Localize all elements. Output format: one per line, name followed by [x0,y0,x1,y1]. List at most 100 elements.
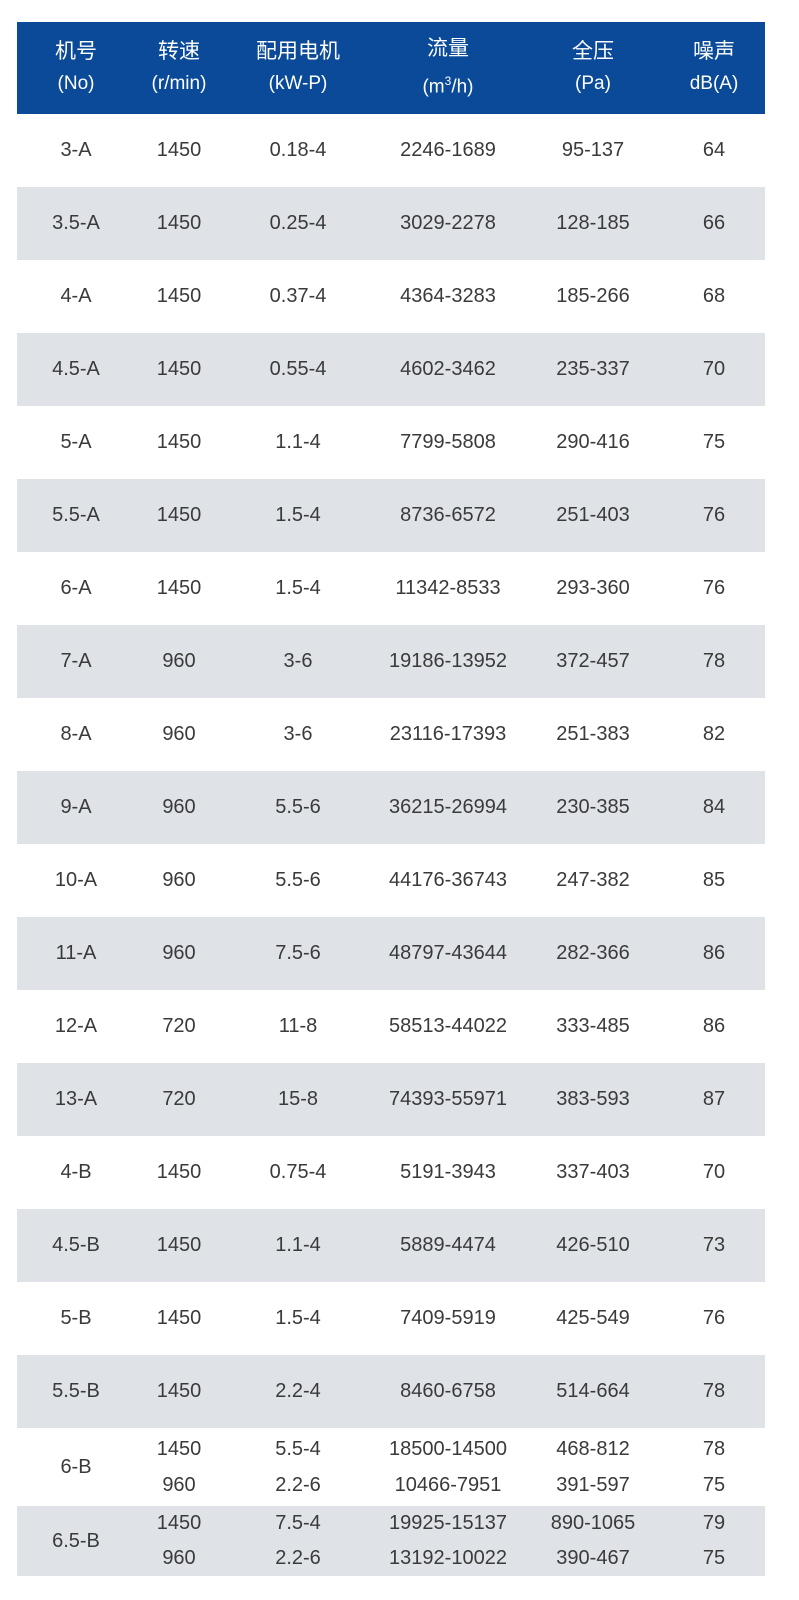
cell-pressure: 293-360 [556,577,630,599]
cell-flow: 3029-2278 [373,187,523,260]
cell-flow: 7409-5919 [400,1307,496,1329]
cell-speed: 720 [162,1015,196,1037]
table-row: 3-A 1450 0.18-4 2246-1689 95-137 64 [17,114,765,187]
cell-speed: 960 [162,869,196,891]
cell-line: 1450 [156,1512,202,1534]
cell-flow: 18500-14500 10466-7951 [373,1428,523,1506]
cell-motor: 1.1-4 [275,431,321,453]
cell-line: 13192-10022 [389,1547,507,1569]
cell-speed: 1450 960 [135,1506,223,1576]
cell-flow: 7799-5808 [400,431,496,453]
cell-pressure: 425-549 [556,1307,630,1329]
cell-flow: 8736-6572 [373,479,523,552]
cell-line: 2.2-6 [275,1547,321,1569]
cell-model-no: 5-A [60,431,92,453]
cell-motor: 5.5-4 2.2-6 [223,1428,373,1506]
cell-noise: 86 [663,917,765,990]
cell-flow: 44176-36743 [389,869,507,891]
cell-pressure: 426-510 [523,1209,663,1282]
cell-pressure: 251-403 [523,479,663,552]
cell-flow: 23116-17393 [389,723,507,745]
cell-motor: 0.75-4 [269,1161,327,1183]
table-row: 8-A 960 3-6 23116-17393 251-383 82 [17,698,765,771]
table-row: 11-A 960 7.5-6 48797-43644 282-366 86 [17,917,765,990]
cell-motor: 3-6 [223,625,373,698]
col-header-motor: 配用电机 (kW-P) [223,22,373,114]
cell-noise: 86 [702,1015,726,1037]
cell-model-no: 13-A [17,1063,135,1136]
cell-noise: 66 [663,187,765,260]
cell-noise: 70 [663,333,765,406]
cell-speed: 1450 [135,1355,223,1428]
header-row: 机号 (No) 转速 (r/min) 配用电机 (kW-P) 流量 (m3/h) 全压(… [17,22,765,114]
table-row: 7-A 960 3-6 19186-13952 372-457 78 [17,625,765,698]
cell-noise: 75 [702,431,726,453]
cell-pressure: 372-457 [523,625,663,698]
cell-speed: 1450 [156,1307,202,1329]
cell-model-no: 3-A [60,139,92,161]
cell-model-no: 6-A [60,577,92,599]
cell-speed: 720 [135,1063,223,1136]
table-row: 4-A 1450 0.37-4 4364-3283 185-266 68 [17,260,765,333]
cell-noise: 76 [702,1307,726,1329]
cell-noise: 79 75 [663,1506,765,1576]
cell-noise: 73 [663,1209,765,1282]
cell-pressure: 468-812 391-597 [523,1428,663,1506]
cell-pressure: 235-337 [523,333,663,406]
cell-flow: 5191-3943 [400,1161,496,1183]
cell-line: 468-812 [556,1438,630,1460]
cell-pressure: 337-403 [556,1161,630,1183]
cell-flow: 4602-3462 [373,333,523,406]
col-header-flow: 流量 (m3/h) [373,22,523,114]
cell-pressure: 251-383 [556,723,630,745]
table-row: 12-A 720 11-8 58513-44022 333-485 86 [17,990,765,1063]
cell-line: 1450 [156,1438,202,1460]
cell-motor: 1.5-4 [275,577,321,599]
col-header-speed: 转速 (r/min) [135,22,223,114]
cell-line: 75 [702,1547,726,1569]
fan-spec-table: 机号 (No) 转速 (r/min) 配用电机 (kW-P) 流量 (m3/h) 全压(… [17,22,765,1576]
cell-motor: 15-8 [223,1063,373,1136]
cell-pressure: 514-664 [523,1355,663,1428]
cell-speed: 1450 [156,431,202,453]
cell-flow: 74393-55971 [373,1063,523,1136]
cell-pressure: 383-593 [523,1063,663,1136]
table-row: 10-A 960 5.5-6 44176-36743 247-382 85 [17,844,765,917]
col-header-pressure: 全压 (Pa) [523,22,663,114]
cell-speed: 960 [162,723,196,745]
cell-speed: 1450 960 [135,1428,223,1506]
cell-line: 79 [702,1512,726,1534]
cell-speed: 1450 [156,285,202,307]
table-row: 6-A 1450 1.5-4 11342-8533 293-360 76 [17,552,765,625]
table-row: 5-B 1450 1.5-4 7409-5919 425-549 76 [17,1282,765,1355]
cell-model-no: 5.5-B [17,1355,135,1428]
cell-speed: 960 [135,917,223,990]
cell-model-no: 9-A [17,771,135,844]
cell-noise: 87 [663,1063,765,1136]
cell-pressure: 185-266 [556,285,630,307]
cell-model-no: 4.5-B [17,1209,135,1282]
cell-motor: 1.1-4 [223,1209,373,1282]
cell-model-no: 12-A [54,1015,98,1037]
cell-model-no: 4-B [60,1161,92,1183]
cell-model-no: 6.5-B [17,1506,135,1576]
cell-line: 391-597 [556,1474,630,1496]
cell-speed: 1450 [135,479,223,552]
cell-noise: 78 75 [663,1428,765,1506]
cell-flow: 19186-13952 [373,625,523,698]
cell-noise: 78 [663,625,765,698]
table-row: 13-A 720 15-8 74393-55971 383-593 87 [17,1063,765,1136]
cell-line: 75 [702,1474,726,1496]
cell-motor: 5.5-6 [275,869,321,891]
cell-model-no: 8-A [60,723,92,745]
cell-flow: 5889-4474 [373,1209,523,1282]
table-row: 5-A 1450 1.1-4 7799-5808 290-416 75 [17,406,765,479]
cell-pressure: 247-382 [556,869,630,891]
table-row: 3.5-A 1450 0.25-4 3029-2278 128-185 66 [17,187,765,260]
cell-model-no: 5-B [60,1307,92,1329]
cell-flow: 19925-15137 13192-10022 [373,1506,523,1576]
cell-model-no: 3.5-A [17,187,135,260]
cell-flow: 2246-1689 [400,139,496,161]
cell-noise: 70 [702,1161,726,1183]
cell-model-no: 6-B [60,1456,92,1478]
